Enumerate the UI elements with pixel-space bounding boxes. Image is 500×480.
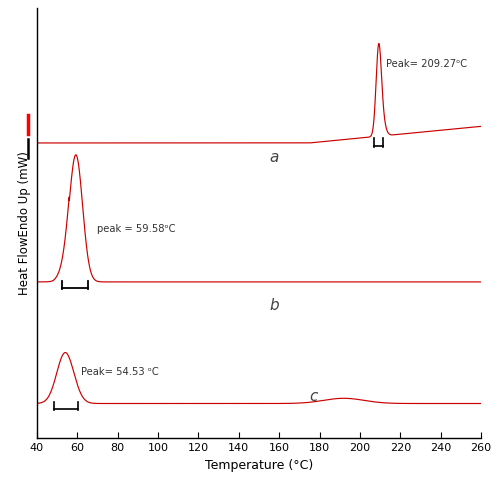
- Y-axis label: Heat FlowEndo Up (mW): Heat FlowEndo Up (mW): [18, 151, 32, 295]
- Text: Peak= 209.27ᵒC: Peak= 209.27ᵒC: [386, 59, 468, 69]
- Text: peak = 59.58ᵒC: peak = 59.58ᵒC: [98, 224, 176, 234]
- Text: c: c: [310, 389, 318, 404]
- Text: Peak= 54.53 ᵒC: Peak= 54.53 ᵒC: [82, 367, 159, 377]
- Text: b: b: [269, 298, 278, 313]
- Text: a: a: [269, 151, 278, 166]
- X-axis label: Temperature (°C): Temperature (°C): [205, 459, 313, 472]
